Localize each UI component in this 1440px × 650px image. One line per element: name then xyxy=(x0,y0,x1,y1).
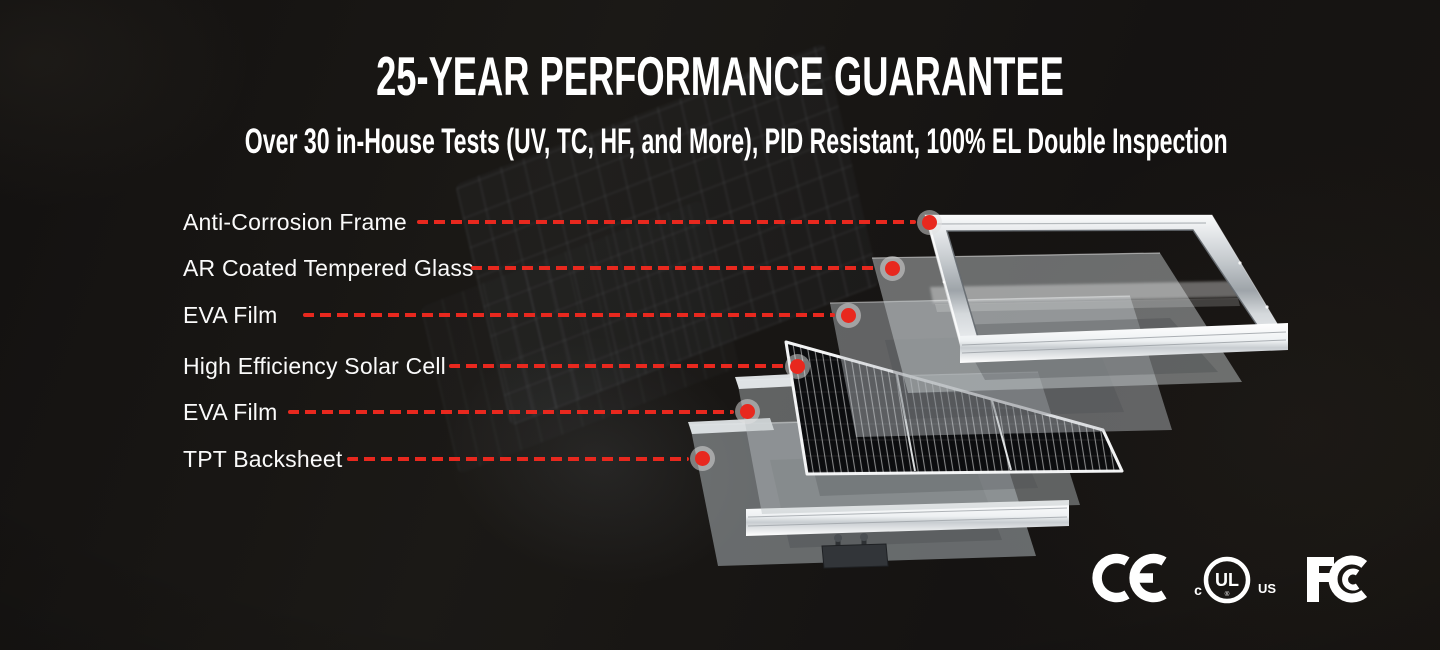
callout-dashed-line xyxy=(347,457,689,461)
callout-dot xyxy=(695,451,710,466)
callout-dot xyxy=(885,261,900,276)
callout-dot xyxy=(841,308,856,323)
callout-label: EVA Film xyxy=(183,302,278,328)
callout-label: AR Coated Tempered Glass xyxy=(183,255,474,281)
callout-label: Anti-Corrosion Frame xyxy=(183,209,407,235)
callout-dashed-line xyxy=(449,364,784,368)
callout-dot xyxy=(790,359,805,374)
callout-dashed-line xyxy=(417,220,916,224)
page-title: 25-YEAR PERFORMANCE GUARANTEE xyxy=(376,45,1064,107)
callout-dashed-line xyxy=(288,410,734,414)
callout-label: TPT Backsheet xyxy=(183,446,343,472)
callout-dot xyxy=(740,404,755,419)
callout-label: High Efficiency Solar Cell xyxy=(183,353,446,379)
callout-dashed-line xyxy=(471,266,879,270)
callout-label: EVA Film xyxy=(183,399,278,425)
callout-dashed-line xyxy=(303,313,835,317)
page-subtitle: Over 30 in-House Tests (UV, TC, HF, and … xyxy=(244,122,1228,161)
callout-dot xyxy=(922,215,937,230)
